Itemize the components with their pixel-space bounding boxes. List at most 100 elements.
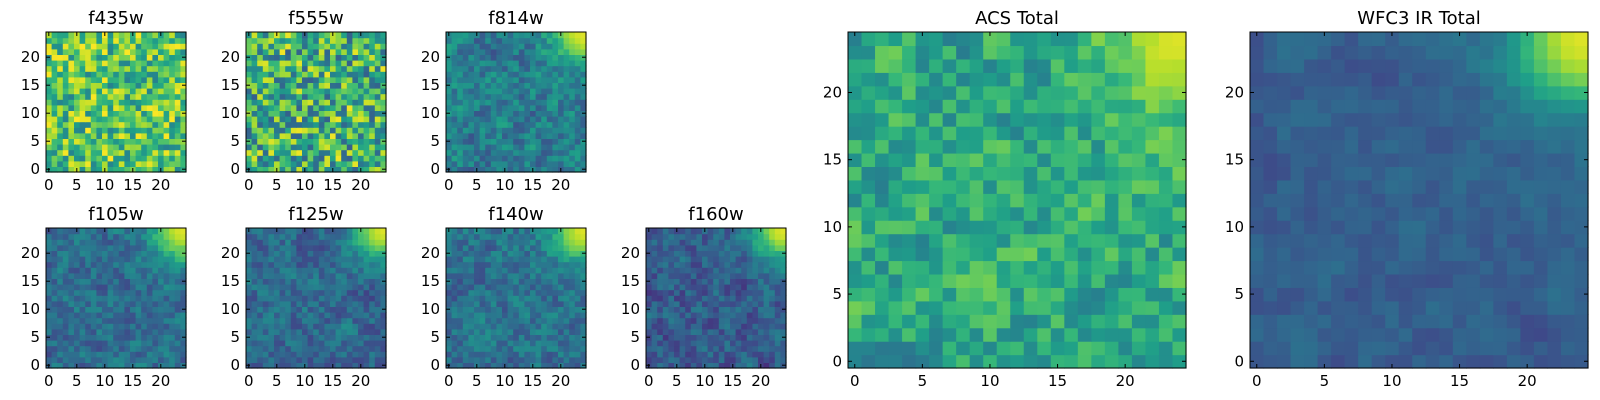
heatmap-cell: [769, 267, 776, 274]
heatmap-cell: [285, 334, 292, 341]
heatmap-cell: [262, 356, 269, 363]
heatmap-cell: [279, 250, 286, 257]
heatmap-cell: [574, 284, 581, 291]
heatmap-cell: [741, 306, 748, 313]
heatmap-cell: [169, 289, 176, 296]
heatmap-cell: [135, 340, 142, 347]
heatmap-cell: [513, 121, 520, 128]
heatmap-cell: [346, 351, 353, 358]
heatmap-cell: [85, 317, 92, 324]
heatmap-cell: [902, 220, 917, 235]
heatmap-cell: [983, 206, 998, 221]
heatmap-cell: [1104, 233, 1119, 248]
heatmap-cell: [51, 323, 58, 330]
heatmap-cell: [358, 250, 365, 257]
heatmap-cell: [174, 166, 181, 173]
heatmap-cell: [569, 37, 576, 44]
heatmap-cell: [1023, 327, 1038, 342]
heatmap-cell: [546, 323, 553, 330]
heatmap-cell: [285, 65, 292, 72]
heatmap-cell: [285, 356, 292, 363]
heatmap-cell: [279, 43, 286, 50]
heatmap-cell: [969, 247, 984, 262]
heatmap-cell: [657, 312, 664, 319]
heatmap-cell: [174, 160, 181, 167]
heatmap-cell: [462, 306, 469, 313]
heatmap-cell: [369, 228, 376, 235]
heatmap-cell: [174, 300, 181, 307]
heatmap-cell: [79, 362, 86, 369]
heatmap-cell: [513, 71, 520, 78]
heatmap-cell: [146, 267, 153, 274]
heatmap-cell: [302, 340, 309, 347]
heatmap-cell: [563, 334, 570, 341]
heatmap-cell: [552, 300, 559, 307]
heatmap-cell: [113, 93, 120, 100]
heatmap-cell: [774, 250, 781, 257]
heatmap-cell: [74, 267, 81, 274]
heatmap-cell: [141, 328, 148, 335]
heatmap-cell: [146, 54, 153, 61]
heatmap-cell: [513, 323, 520, 330]
heatmap-cell: [68, 278, 75, 285]
heatmap-cell: [462, 239, 469, 246]
heatmap-cell: [330, 160, 337, 167]
heatmap-cell: [158, 54, 165, 61]
heatmap-cell: [724, 272, 731, 279]
heatmap-cell: [107, 362, 114, 369]
heatmap-cell: [180, 323, 187, 330]
heatmap-cell: [113, 244, 120, 251]
heatmap-cell: [107, 239, 114, 246]
heatmap-cell: [124, 244, 131, 251]
heatmap-cell: [335, 244, 342, 251]
heatmap-cell: [646, 289, 653, 296]
y-tick-label: 5: [430, 328, 440, 346]
heatmap-cell: [302, 306, 309, 313]
heatmap-cell: [457, 132, 464, 139]
heatmap-cell: [290, 160, 297, 167]
heatmap-cell: [335, 334, 342, 341]
heatmap-cell: [651, 351, 658, 358]
heatmap-cell: [535, 43, 542, 50]
heatmap-cell: [446, 345, 453, 352]
heatmap-cell: [296, 278, 303, 285]
heatmap-cell: [113, 340, 120, 347]
heatmap-cell: [580, 155, 587, 162]
heatmap-cell: [485, 306, 492, 313]
heatmap-cell: [696, 267, 703, 274]
heatmap-cell: [341, 99, 348, 106]
x-tick-label: 15: [123, 176, 142, 194]
heatmap-cell: [262, 160, 269, 167]
heatmap-cell: [513, 93, 520, 100]
heatmap-cell: [274, 278, 281, 285]
heatmap-cell: [262, 323, 269, 330]
heatmap-cell: [107, 295, 114, 302]
heatmap-cell: [713, 244, 720, 251]
heatmap-cell: [1077, 166, 1092, 181]
heatmap-cell: [257, 356, 264, 363]
heatmap-cell: [274, 138, 281, 145]
heatmap-cell: [563, 32, 570, 39]
heatmap-cell: [90, 272, 97, 279]
heatmap-cell: [330, 37, 337, 44]
heatmap-cell: [758, 317, 765, 324]
heatmap-cell: [369, 116, 376, 123]
heatmap-cell: [724, 345, 731, 352]
heatmap-cell: [307, 48, 314, 55]
heatmap-cell: [942, 327, 957, 342]
heatmap-cell: [57, 261, 64, 268]
heatmap-cell: [552, 121, 559, 128]
heatmap-cell: [552, 76, 559, 83]
heatmap-cell: [569, 88, 576, 95]
heatmap-cell: [290, 127, 297, 134]
heatmap-cell: [490, 60, 497, 67]
heatmap-cell: [490, 166, 497, 173]
heatmap-cell: [530, 99, 537, 106]
heatmap-cell: [335, 60, 342, 67]
heatmap-cell: [352, 228, 359, 235]
heatmap-cell: [580, 323, 587, 330]
heatmap-cell: [290, 60, 297, 67]
heatmap-cell: [152, 345, 159, 352]
x-tick-label: 20: [351, 176, 370, 194]
heatmap-cell: [85, 60, 92, 67]
